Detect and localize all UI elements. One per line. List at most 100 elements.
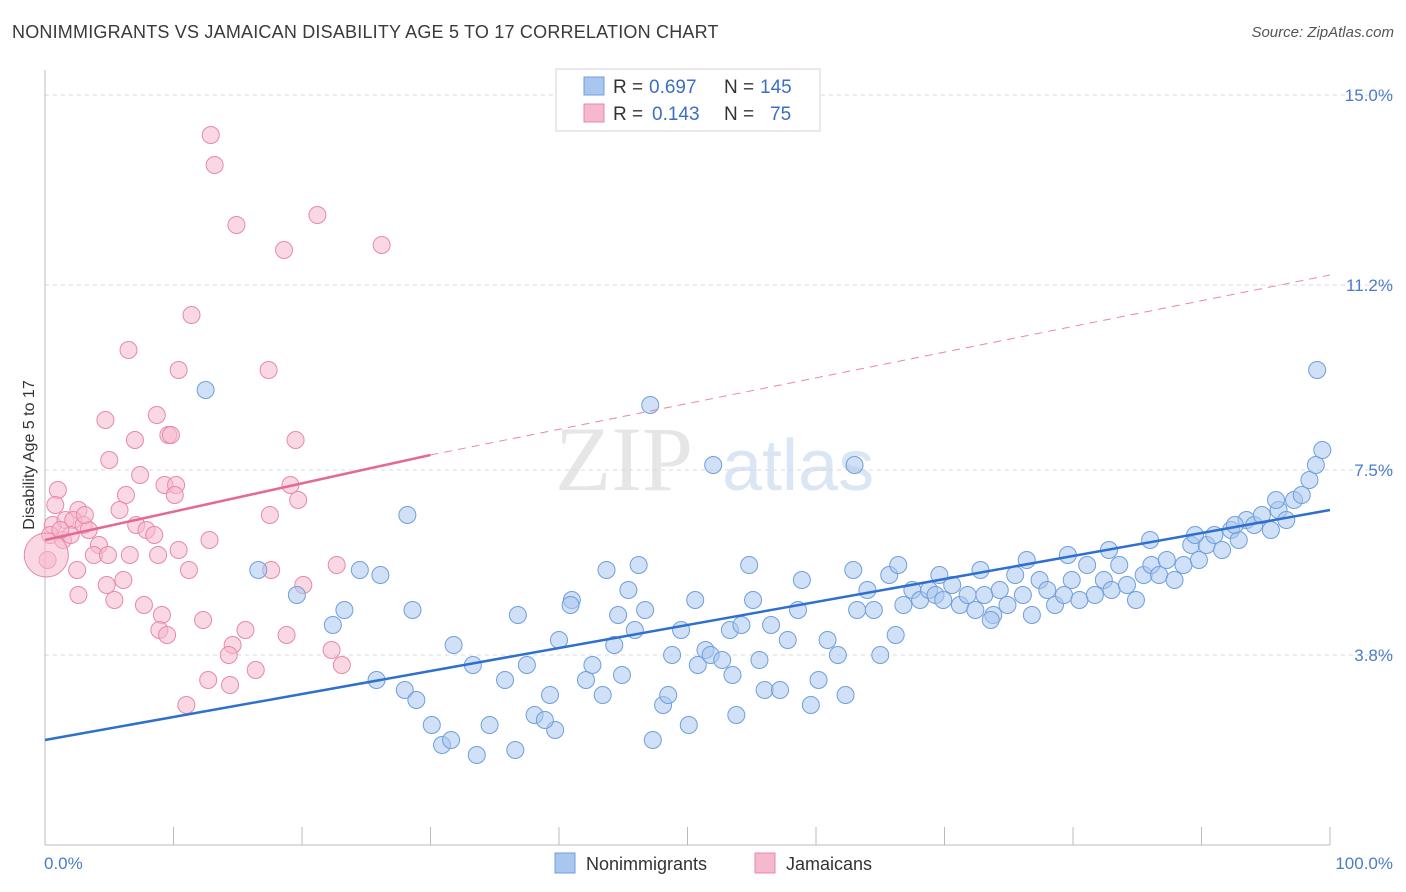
nonimmigrants-point-93 [1102, 581, 1121, 599]
y-tick-label-1: 7.5% [1354, 461, 1393, 480]
jamaicans-point-51 [114, 571, 133, 589]
nonimmigrants-point-113 [1261, 521, 1280, 539]
nonimmigrants-point-118 [1300, 471, 1319, 489]
jamaicans-point-67 [246, 661, 265, 679]
series-legend: Nonimmigrants Jamaicans [554, 852, 872, 874]
nonimmigrants-point-47 [727, 706, 746, 724]
legend-n-value-2: 75 [770, 104, 791, 125]
legend-swatch-pink [583, 103, 605, 123]
nonimmigrants-point-104 [1189, 551, 1208, 569]
jamaicans-point-52 [179, 561, 198, 579]
jamaicans-point-25 [46, 496, 65, 514]
jamaicans-point-49 [68, 561, 87, 579]
jamaicans-point-16 [100, 451, 119, 469]
nonimmigrants-point-117 [1292, 486, 1311, 504]
jamaicans-point-15 [286, 431, 305, 449]
nonimmigrants-point-125 [597, 561, 616, 579]
jamaicans-point-0 [201, 126, 220, 144]
nonimmigrants-point-131 [889, 556, 908, 574]
jamaicans-point-40 [145, 526, 164, 544]
nonimmigrants-point-52 [762, 616, 781, 634]
nonimmigrants-point-121 [403, 601, 422, 619]
nonimmigrants-point-72 [934, 591, 953, 609]
nonimmigrants-point-23 [517, 656, 536, 674]
nonimmigrants-point-133 [971, 561, 990, 579]
x-tick-label-1: 100.0% [1335, 854, 1393, 873]
nonimmigrants-point-1 [398, 506, 417, 524]
nonimmigrants-point-127 [686, 591, 705, 609]
nonimmigrants-point-123 [508, 606, 527, 624]
jamaicans-point-14 [125, 431, 144, 449]
nonimmigrants-point-82 [1013, 586, 1032, 604]
jamaicans-point-9 [259, 361, 278, 379]
nonimmigrants-point-41 [679, 716, 698, 734]
correlation-legend: R = 0.697 N = 145 R = 0.143 N = 75 [555, 68, 821, 132]
jamaicans-point-27 [110, 501, 129, 519]
nonimmigrants-point-90 [1078, 556, 1097, 574]
nonimmigrants-point-102 [1174, 556, 1193, 574]
nonimmigrants-point-99 [1150, 566, 1169, 584]
nonimmigrants-point-109 [1229, 531, 1248, 549]
nonimmigrants-point-54 [778, 631, 797, 649]
nonimmigrants-point-80 [998, 596, 1017, 614]
jamaicans-point-74 [51, 521, 70, 539]
nonimmigrants-point-6 [1308, 361, 1327, 379]
jamaicans-point-11 [147, 406, 166, 424]
jamaicans-point-28 [260, 506, 279, 524]
nonimmigrants-point-120 [1313, 441, 1332, 459]
nonimmigrants-point-66 [886, 626, 905, 644]
legend-r-value-2: 0.143 [652, 104, 700, 125]
jamaicans-point-5 [372, 236, 391, 254]
nonimmigrants-point-95 [1117, 576, 1136, 594]
nonimmigrants-point-29 [576, 671, 595, 689]
nonimmigrants-point-36 [636, 601, 655, 619]
nonimmigrants-point-128 [740, 556, 759, 574]
jamaicans-point-13 [161, 426, 180, 444]
jamaicans-point-45 [149, 546, 168, 564]
nonimmigrants-point-2 [641, 396, 660, 414]
nonimmigrants-point-78 [981, 611, 1000, 629]
trend-lines [44, 274, 1331, 742]
jamaicans-point-63 [158, 626, 177, 644]
nonimmigrants-point-20 [480, 716, 499, 734]
nonimmigrants-point-64 [871, 646, 890, 664]
jamaicans-point-10 [96, 411, 115, 429]
bottom-legend-nonimmigrants: Nonimmigrants [586, 854, 707, 874]
nonimmigrants-point-4 [845, 456, 864, 474]
jamaicans-point-3 [308, 206, 327, 224]
nonimmigrants-point-10 [335, 601, 354, 619]
nonimmigrants-point-89 [1070, 591, 1089, 609]
nonimmigrants-point-45 [713, 651, 732, 669]
nonimmigrants-point-57 [809, 671, 828, 689]
jamaicans-point-56 [105, 591, 124, 609]
jamaicans-trend-dashed [430, 274, 1331, 456]
nonimmigrants-point-39 [663, 646, 682, 664]
nonimmigrants-point-130 [844, 561, 863, 579]
nonimmigrants-point-48 [732, 616, 751, 634]
jamaicans-point-57 [134, 596, 153, 614]
nonimmigrants-point-63 [864, 601, 883, 619]
y-tick-label-3: 15.0% [1345, 86, 1393, 105]
nonimmigrants-point-56 [801, 696, 820, 714]
bottom-legend-swatch-blue [554, 852, 576, 874]
nonimmigrants-point-79 [990, 581, 1009, 599]
nonimmigrants-point-124 [561, 596, 580, 614]
nonimmigrants-point-61 [848, 601, 867, 619]
jamaicans-point-17 [131, 466, 150, 484]
nonimmigrants-point-30 [583, 656, 602, 674]
nonimmigrants-point-62 [858, 581, 877, 599]
nonimmigrants-point-143 [612, 666, 631, 684]
nonimmigrants-point-22 [506, 741, 525, 759]
nonimmigrants-point-142 [535, 711, 554, 729]
jamaicans-point-8 [169, 361, 188, 379]
legend-r-label-2: R = [613, 104, 643, 125]
nonimmigrants-point-76 [966, 601, 985, 619]
nonimmigrants-point-13 [371, 566, 390, 584]
nonimmigrants-point-19 [467, 746, 486, 764]
nonimmigrants-point-112 [1252, 506, 1271, 524]
jamaicans-point-59 [194, 611, 213, 629]
nonimmigrants-point-51 [755, 681, 774, 699]
nonimmigrants-point-87 [1055, 586, 1074, 604]
jamaicans-point-66 [322, 641, 341, 659]
nonimmigrants-point-14 [395, 681, 414, 699]
